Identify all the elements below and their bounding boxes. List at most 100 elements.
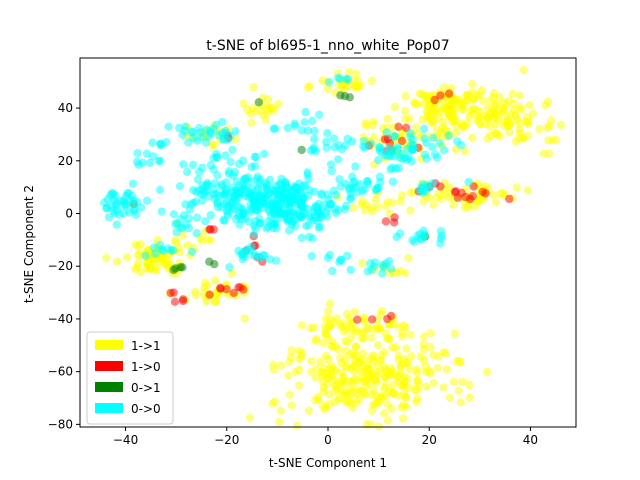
data-point — [350, 307, 359, 317]
data-point — [362, 121, 371, 130]
data-point — [269, 124, 279, 133]
data-point — [415, 89, 425, 99]
data-point — [422, 138, 431, 148]
data-point — [222, 285, 231, 294]
data-point — [367, 315, 377, 324]
data-point — [112, 257, 122, 266]
data-point — [397, 136, 407, 146]
data-point — [254, 98, 263, 107]
data-point — [308, 116, 317, 126]
data-point — [170, 297, 180, 306]
data-point — [244, 217, 254, 226]
legend-swatch — [95, 403, 123, 413]
data-point — [386, 264, 396, 273]
data-point — [301, 107, 310, 117]
data-point — [253, 174, 262, 184]
data-point — [112, 220, 122, 229]
data-point — [314, 396, 323, 405]
data-point — [235, 187, 245, 197]
data-point — [493, 115, 502, 124]
data-point — [197, 236, 206, 245]
data-point — [287, 346, 296, 355]
data-point — [238, 211, 247, 220]
data-point — [323, 129, 332, 138]
data-point — [340, 356, 349, 365]
data-point — [366, 355, 375, 364]
data-point — [204, 180, 213, 189]
data-point — [269, 360, 278, 369]
data-point — [329, 318, 338, 327]
data-point — [340, 205, 350, 214]
data-point — [128, 179, 138, 188]
data-point — [306, 214, 315, 223]
data-point — [249, 230, 259, 239]
data-point — [395, 370, 404, 379]
data-point — [324, 307, 333, 316]
data-point — [382, 128, 391, 137]
data-point — [380, 409, 389, 418]
data-point — [209, 225, 218, 234]
data-point — [274, 192, 283, 202]
data-point — [394, 351, 403, 360]
data-point — [356, 358, 365, 367]
data-point — [407, 157, 416, 166]
data-point — [283, 123, 292, 133]
data-point — [192, 213, 202, 222]
data-point — [367, 76, 377, 86]
data-point — [465, 393, 475, 402]
data-point — [328, 266, 337, 276]
data-point — [457, 188, 466, 197]
data-point — [235, 159, 244, 169]
data-point — [290, 121, 300, 131]
data-point — [230, 167, 240, 177]
data-point — [100, 198, 109, 207]
data-point — [285, 198, 295, 208]
data-point — [226, 157, 235, 167]
data-point — [324, 355, 333, 364]
data-point — [383, 114, 392, 123]
data-point — [539, 149, 548, 158]
data-point — [368, 120, 377, 130]
data-point — [325, 400, 334, 409]
data-point — [276, 406, 285, 415]
data-point — [247, 162, 256, 171]
data-point — [297, 321, 307, 330]
data-point — [375, 172, 385, 182]
data-point — [335, 257, 344, 267]
data-point — [396, 197, 405, 206]
data-point — [310, 134, 319, 144]
data-point — [383, 416, 393, 425]
data-point — [429, 379, 438, 388]
data-point — [395, 377, 404, 387]
data-point — [422, 154, 431, 163]
data-point — [322, 137, 331, 146]
data-point — [445, 393, 455, 402]
data-point — [183, 240, 192, 250]
data-point — [171, 264, 180, 273]
data-point — [429, 200, 438, 209]
data-point — [291, 214, 300, 224]
series-0-to-1 — [129, 91, 430, 275]
data-point — [326, 160, 336, 169]
legend: 1->1 1->0 0->1 0->0 — [86, 331, 174, 425]
data-point — [351, 162, 360, 171]
data-point — [344, 68, 354, 77]
data-point — [148, 138, 157, 147]
data-point — [344, 377, 354, 386]
data-point — [368, 369, 378, 378]
data-point — [359, 388, 368, 398]
data-point — [359, 142, 368, 151]
data-point — [425, 101, 434, 111]
data-point — [377, 306, 387, 316]
data-point — [354, 83, 363, 92]
data-point — [381, 328, 390, 338]
data-point — [524, 117, 533, 127]
legend-swatch — [95, 361, 123, 371]
data-point — [374, 155, 383, 165]
data-point — [342, 325, 351, 334]
y-tick-label: −20 — [48, 259, 73, 273]
data-point — [488, 106, 498, 115]
data-point — [369, 386, 379, 395]
data-point — [341, 346, 351, 356]
data-point — [311, 147, 321, 156]
